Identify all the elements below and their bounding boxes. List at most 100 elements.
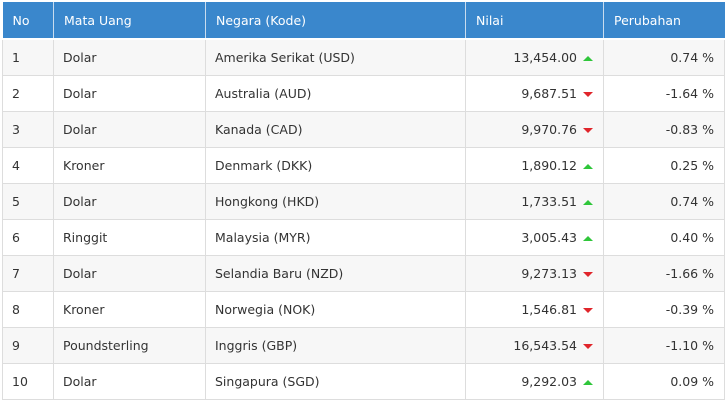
currency-text: Poundsterling: [63, 338, 149, 353]
currency-cell: Dolar: [53, 111, 206, 148]
change-cell: -0.39 %: [603, 291, 725, 328]
value-cell: 3,005.43: [465, 219, 604, 256]
country-cell: Australia (AUD): [205, 75, 466, 112]
arrow-down-icon: [583, 308, 593, 313]
header-value: Nilai: [465, 2, 604, 40]
arrow-down-icon: [583, 92, 593, 97]
value-text: 1,546.81: [521, 302, 577, 317]
currency-cell: Dolar: [53, 363, 206, 400]
currency-text: Dolar: [63, 86, 97, 101]
country-text: Singapura (SGD): [215, 374, 320, 389]
value-text: 3,005.43: [521, 230, 577, 245]
currency-text: Dolar: [63, 194, 97, 209]
value-cell: 9,687.51: [465, 75, 604, 112]
no-cell: 1: [2, 38, 54, 76]
currency-cell: Ringgit: [53, 219, 206, 256]
value-text: 9,292.03: [521, 374, 577, 389]
change-text: 0.40 %: [670, 230, 714, 245]
no-cell: 4: [2, 147, 54, 184]
currency-text: Dolar: [63, 122, 97, 137]
value-cell: 1,733.51: [465, 183, 604, 220]
country-text: Norwegia (NOK): [215, 302, 316, 317]
table-row: 5 Dolar Hongkong (HKD) 1,733.51 0.74 %: [2, 183, 725, 220]
change-text: -1.66 %: [665, 266, 714, 281]
change-cell: 0.25 %: [603, 147, 725, 184]
country-text: Denmark (DKK): [215, 158, 313, 173]
country-cell: Denmark (DKK): [205, 147, 466, 184]
no-text: 8: [12, 302, 20, 317]
value-text: 1,890.12: [521, 158, 577, 173]
change-text: -1.10 %: [665, 338, 714, 353]
country-cell: Norwegia (NOK): [205, 291, 466, 328]
no-cell: 7: [2, 255, 54, 292]
country-cell: Hongkong (HKD): [205, 183, 466, 220]
value-text: 13,454.00: [513, 50, 577, 65]
currency-text: Kroner: [63, 302, 105, 317]
no-cell: 2: [2, 75, 54, 112]
country-text: Inggris (GBP): [215, 338, 298, 353]
arrow-up-icon: [583, 164, 593, 169]
value-cell: 9,970.76: [465, 111, 604, 148]
arrow-up-icon: [583, 200, 593, 205]
country-text: Hongkong (HKD): [215, 194, 320, 209]
change-text: -1.64 %: [665, 86, 714, 101]
table-row: 3 Dolar Kanada (CAD) 9,970.76 -0.83 %: [2, 111, 725, 148]
change-cell: -1.10 %: [603, 327, 725, 364]
change-text: 0.09 %: [670, 374, 714, 389]
header-change: Perubahan: [603, 2, 725, 40]
currency-text: Kroner: [63, 158, 105, 173]
country-cell: Malaysia (MYR): [205, 219, 466, 256]
currency-cell: Dolar: [53, 75, 206, 112]
arrow-down-icon: [583, 344, 593, 349]
no-cell: 9: [2, 327, 54, 364]
change-cell: -1.64 %: [603, 75, 725, 112]
value-cell: 1,546.81: [465, 291, 604, 328]
country-cell: Inggris (GBP): [205, 327, 466, 364]
value-text: 9,273.13: [521, 266, 577, 281]
currency-cell: Kroner: [53, 147, 206, 184]
change-text: 0.74 %: [670, 50, 714, 65]
value-cell: 16,543.54: [465, 327, 604, 364]
value-cell: 13,454.00: [465, 38, 604, 76]
country-cell: Singapura (SGD): [205, 363, 466, 400]
value-text: 9,687.51: [521, 86, 577, 101]
country-cell: Selandia Baru (NZD): [205, 255, 466, 292]
table-row: 4 Kroner Denmark (DKK) 1,890.12 0.25 %: [2, 147, 725, 184]
currency-cell: Dolar: [53, 183, 206, 220]
table-row: 8 Kroner Norwegia (NOK) 1,546.81 -0.39 %: [2, 291, 725, 328]
no-text: 4: [12, 158, 20, 173]
value-text: 9,970.76: [521, 122, 577, 137]
change-cell: 0.74 %: [603, 38, 725, 76]
country-cell: Kanada (CAD): [205, 111, 466, 148]
table-row: 6 Ringgit Malaysia (MYR) 3,005.43 0.40 %: [2, 219, 725, 256]
header-no: No: [2, 2, 54, 40]
arrow-down-icon: [583, 272, 593, 277]
country-text: Malaysia (MYR): [215, 230, 311, 245]
change-text: -0.39 %: [665, 302, 714, 317]
no-cell: 10: [2, 363, 54, 400]
country-cell: Amerika Serikat (USD): [205, 38, 466, 76]
change-cell: 0.40 %: [603, 219, 725, 256]
no-text: 2: [12, 86, 20, 101]
arrow-up-icon: [583, 380, 593, 385]
no-text: 1: [12, 50, 20, 65]
header-currency: Mata Uang: [53, 2, 206, 40]
no-text: 10: [12, 374, 28, 389]
no-text: 3: [12, 122, 20, 137]
no-text: 7: [12, 266, 20, 281]
country-text: Amerika Serikat (USD): [215, 50, 355, 65]
table-header-row: No Mata Uang Negara (Kode) Nilai Perubah…: [2, 2, 725, 40]
table-row: 7 Dolar Selandia Baru (NZD) 9,273.13 -1.66 %: [2, 255, 725, 292]
currency-text: Dolar: [63, 374, 97, 389]
currency-cell: Kroner: [53, 291, 206, 328]
no-cell: 6: [2, 219, 54, 256]
value-text: 16,543.54: [513, 338, 577, 353]
change-cell: -1.66 %: [603, 255, 725, 292]
country-text: Selandia Baru (NZD): [215, 266, 344, 281]
no-cell: 8: [2, 291, 54, 328]
currency-cell: Dolar: [53, 255, 206, 292]
value-cell: 9,292.03: [465, 363, 604, 400]
value-text: 1,733.51: [521, 194, 577, 209]
currency-text: Ringgit: [63, 230, 108, 245]
header-country: Negara (Kode): [205, 2, 466, 40]
